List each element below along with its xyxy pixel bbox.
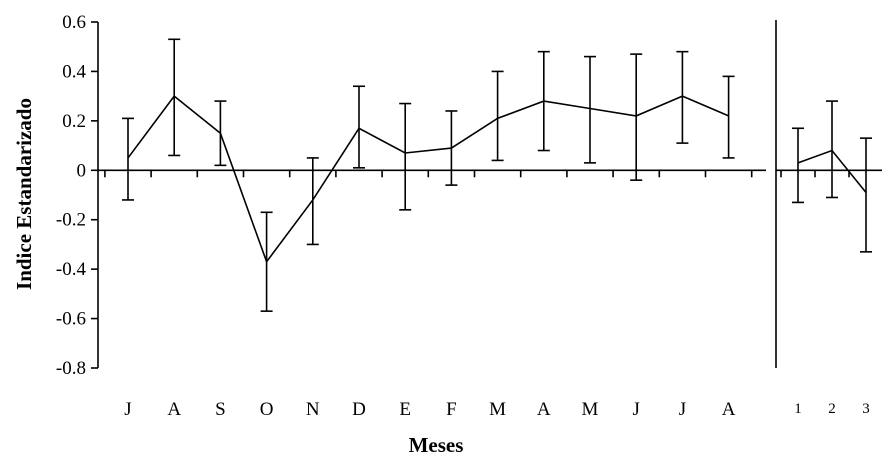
error-bar — [168, 39, 180, 155]
x-tick-label: J — [124, 399, 131, 420]
series-line — [128, 96, 729, 262]
x-tick-label: J — [632, 399, 639, 420]
error-bar — [723, 76, 735, 158]
panel-secondary: 1 2 3 — [776, 20, 882, 417]
y-axis-title: Indice Estandarizado — [12, 98, 36, 290]
y-tick-label: -0.8 — [56, 358, 86, 379]
y-tick-label: 0 — [77, 160, 87, 181]
x-tick-label: N — [306, 399, 320, 420]
x-tick-label: E — [399, 399, 411, 420]
x-tick-label: F — [446, 399, 457, 420]
error-bar — [353, 86, 365, 168]
x-tick-label: A — [167, 399, 181, 420]
error-bar — [492, 71, 504, 160]
y-tick-label: -0.2 — [56, 210, 86, 231]
error-bar — [826, 101, 838, 197]
x-tick-label: A — [722, 399, 736, 420]
error-bar — [399, 104, 411, 210]
y-tick-label: -0.6 — [56, 309, 86, 330]
y-tick-label: 0.2 — [62, 111, 86, 132]
x-tick-label: A — [537, 399, 551, 420]
x-tick-label: 1 — [794, 401, 802, 417]
error-bar — [860, 138, 872, 252]
x-tick-label: S — [215, 399, 226, 420]
x-axis-title: Meses — [409, 433, 464, 457]
x-tick-label: M — [582, 399, 599, 420]
x-tick-label: J — [679, 399, 686, 420]
x-tick-label: 3 — [862, 401, 870, 417]
x-tick-label: O — [260, 399, 274, 420]
x-tick-label: M — [489, 399, 506, 420]
error-bar — [630, 54, 642, 180]
y-tick-label: 0.6 — [62, 12, 86, 33]
error-bar — [792, 128, 804, 202]
y-tick-label: -0.4 — [56, 259, 87, 280]
y-tick-label: 0.4 — [62, 61, 86, 82]
error-bar — [122, 118, 134, 200]
y-axis-ticks: 0.6 0.4 0.2 0 -0.2 -0.4 -0.6 -0.8 — [56, 12, 98, 379]
x-tick-label: 2 — [828, 401, 836, 417]
x-tick-label: D — [352, 399, 366, 420]
